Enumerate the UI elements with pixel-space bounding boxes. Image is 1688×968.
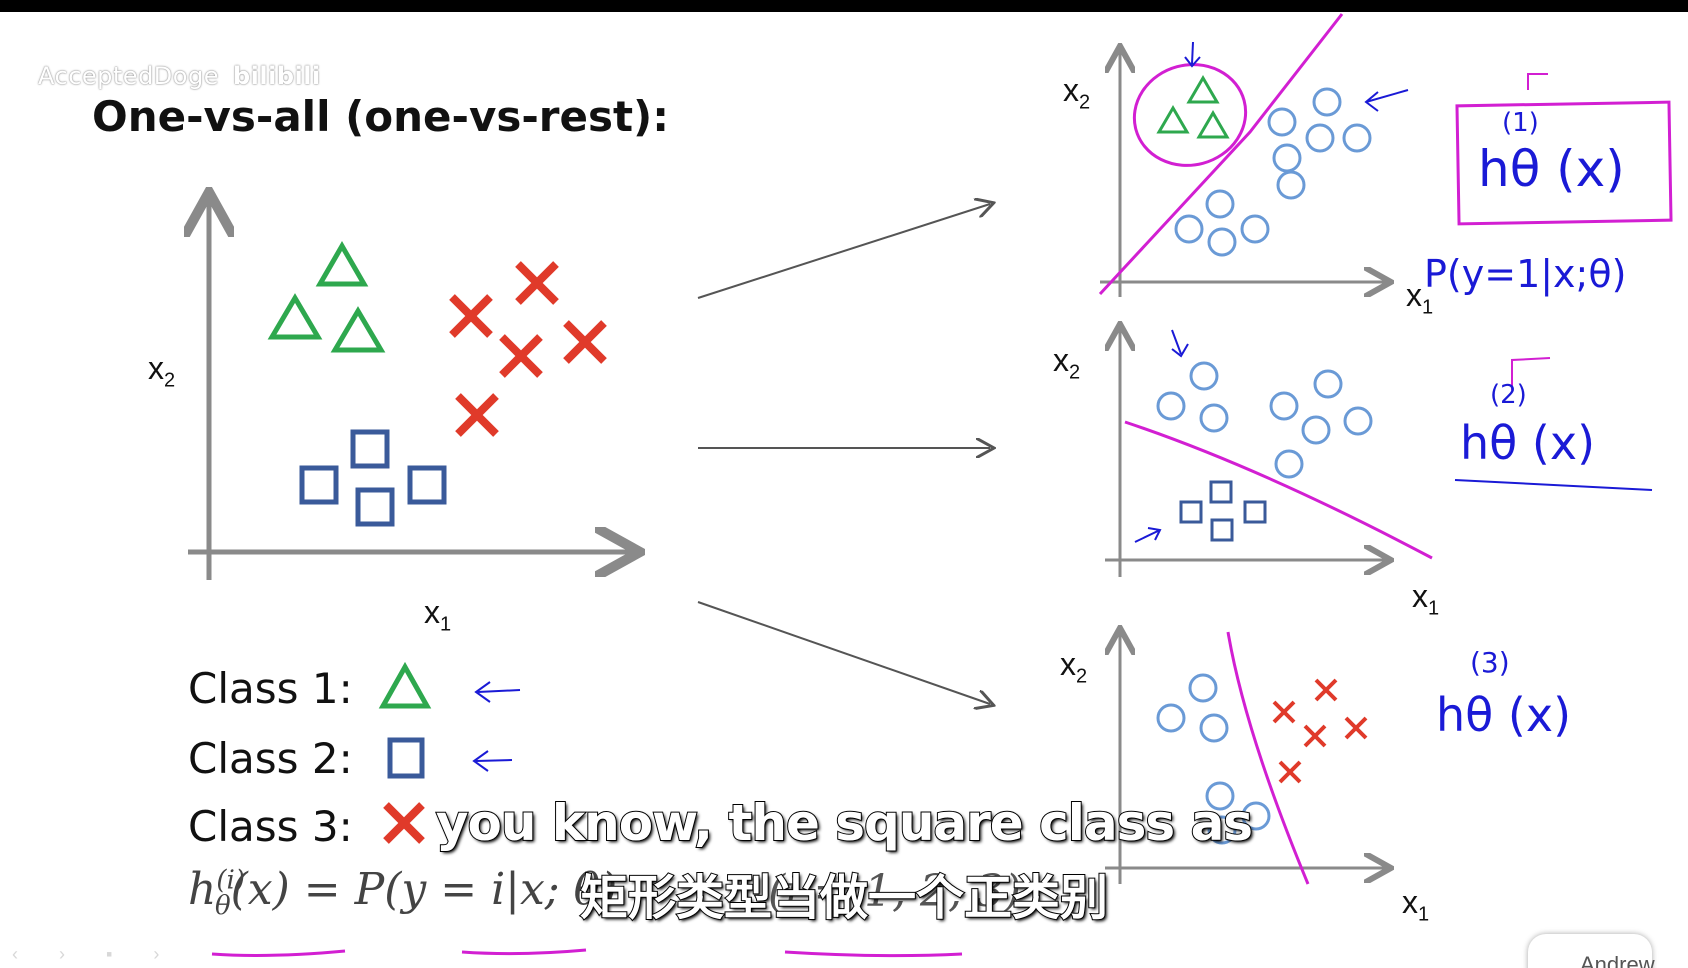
legend-class-2: Class 2: xyxy=(188,734,353,783)
h3-superscript: (3) xyxy=(1470,646,1510,679)
subtitle-chinese: 矩形类型当做一个正类别 xyxy=(579,869,1109,927)
triangle-icon xyxy=(378,661,432,709)
triangle-point xyxy=(330,306,386,353)
mapping-arrows xyxy=(697,204,990,704)
class2-squares xyxy=(299,429,447,527)
bilibili-watermark: AcceptedDoge bilibili xyxy=(38,62,321,90)
h1-superscript: (1) xyxy=(1502,108,1539,138)
uploader-name: AcceptedDoge xyxy=(38,62,219,90)
legend-class-1: Class 1: xyxy=(188,664,353,713)
formula-range: (i = 1, 2, 3) xyxy=(768,866,1022,917)
h1-highlight-box xyxy=(1455,100,1673,226)
cross-point xyxy=(499,334,543,378)
decision-boundary-2 xyxy=(1124,420,1433,560)
legend-pointer-arrows xyxy=(472,681,521,772)
lecture-slide: AcceptedDoge bilibili One-vs-all (one-vs-… xyxy=(0,12,1688,968)
sub3-y-label: x2 xyxy=(1060,646,1088,688)
cross-point xyxy=(455,393,499,437)
h3-hypothesis: hθ (x) xyxy=(1436,688,1572,742)
class3-crosses xyxy=(449,261,607,437)
decision-boundary-1 xyxy=(1098,13,1344,296)
sub1-y-label: x2 xyxy=(1063,72,1091,114)
subtitle-english: you know, the square class as xyxy=(435,793,1254,853)
main-y-label: x2 xyxy=(148,350,176,392)
author-credit: Andrew Ng xyxy=(1580,952,1655,968)
slide-drawing xyxy=(0,13,1673,958)
main-x-label: x1 xyxy=(424,594,452,636)
h1-hypothesis: hθ (x) xyxy=(1478,140,1625,198)
cross-point xyxy=(563,320,607,364)
arrow-to-plot-3 xyxy=(697,601,990,704)
bilibili-tv-icon[interactable] xyxy=(1528,934,1652,968)
sub2-x-label: x1 xyxy=(1412,578,1440,620)
triangle-point xyxy=(315,241,369,287)
square-point xyxy=(299,465,339,505)
legend-markers xyxy=(378,661,432,844)
cross-point xyxy=(515,261,559,305)
square-point xyxy=(407,465,447,505)
sub2-y-label: x2 xyxy=(1053,342,1081,384)
circled-class xyxy=(1132,63,1248,167)
hypothesis-formula: h(i)θ(x) = P(y = i|x; θ) (i = 1, 2, 3) xyxy=(188,864,1022,921)
player-controls-hint: ‹ › ▪ › xyxy=(12,944,178,964)
triangle-point xyxy=(267,293,323,340)
cross-icon xyxy=(383,802,425,844)
sub3-x-label: x1 xyxy=(1402,884,1430,926)
legend-class-3: Class 3: xyxy=(188,802,353,851)
sub-plot-3 xyxy=(1105,631,1385,885)
h2-hypothesis: hθ (x) xyxy=(1460,416,1596,470)
square-point xyxy=(350,429,390,469)
square-point xyxy=(355,487,395,527)
arrow-to-plot-1 xyxy=(697,204,990,299)
class1-triangles xyxy=(267,241,386,353)
sub-plot-2 xyxy=(1105,330,1653,577)
sub-plot-1 xyxy=(1098,13,1673,297)
sub1-x-label: x1 xyxy=(1406,277,1434,319)
h2-superscript: (2) xyxy=(1490,380,1527,410)
decision-boundary-3 xyxy=(1226,631,1310,885)
slide-title: One-vs-all (one-vs-rest): xyxy=(92,92,670,141)
cross-point xyxy=(449,294,493,338)
probability-note: P(y=1|x;θ) xyxy=(1424,252,1627,296)
bilibili-logo-icon: bilibili xyxy=(232,62,321,90)
formula-underlines xyxy=(211,948,963,958)
main-plot xyxy=(188,202,630,580)
square-icon xyxy=(387,737,425,779)
